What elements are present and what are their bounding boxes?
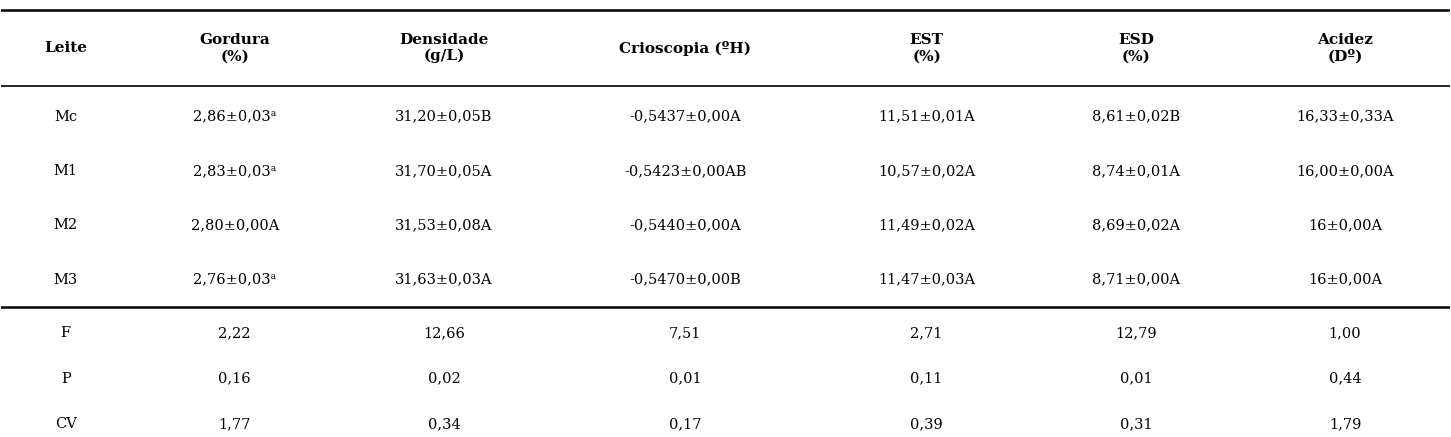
Text: 0,01: 0,01 <box>669 371 702 385</box>
Text: F: F <box>61 326 71 340</box>
Text: 1,77: 1,77 <box>219 417 251 431</box>
Text: 11,49±0,02A: 11,49±0,02A <box>878 218 975 232</box>
Text: 10,57±0,02A: 10,57±0,02A <box>878 164 975 178</box>
Text: 31,70±0,05A: 31,70±0,05A <box>395 164 492 178</box>
Text: -0,5440±0,00A: -0,5440±0,00A <box>630 218 741 232</box>
Text: 0,11: 0,11 <box>910 371 943 385</box>
Text: 11,47±0,03A: 11,47±0,03A <box>878 273 975 287</box>
Text: 0,16: 0,16 <box>219 371 251 385</box>
Text: 16,00±0,00A: 16,00±0,00A <box>1296 164 1394 178</box>
Text: M1: M1 <box>54 164 78 178</box>
Text: 0,02: 0,02 <box>428 371 460 385</box>
Text: 8,74±0,01A: 8,74±0,01A <box>1091 164 1180 178</box>
Text: 31,53±0,08A: 31,53±0,08A <box>395 218 493 232</box>
Text: 0,17: 0,17 <box>669 417 701 431</box>
Text: 31,20±0,05B: 31,20±0,05B <box>395 110 492 124</box>
Text: 12,79: 12,79 <box>1114 326 1156 340</box>
Text: 16±0,00A: 16±0,00A <box>1307 218 1383 232</box>
Text: EST
(%): EST (%) <box>910 33 943 63</box>
Text: ESD
(%): ESD (%) <box>1117 33 1154 63</box>
Text: 8,71±0,00A: 8,71±0,00A <box>1091 273 1180 287</box>
Text: Mc: Mc <box>54 110 77 124</box>
Text: M3: M3 <box>54 273 78 287</box>
Text: 7,51: 7,51 <box>669 326 701 340</box>
Text: -0,5437±0,00A: -0,5437±0,00A <box>630 110 741 124</box>
Text: Leite: Leite <box>44 41 87 55</box>
Text: 2,71: 2,71 <box>910 326 943 340</box>
Text: Gordura
(%): Gordura (%) <box>199 33 270 63</box>
Text: 0,44: 0,44 <box>1329 371 1361 385</box>
Text: 1,00: 1,00 <box>1329 326 1361 340</box>
Text: 11,51±0,01A: 11,51±0,01A <box>878 110 975 124</box>
Text: 2,83±0,03ᵃ: 2,83±0,03ᵃ <box>193 164 276 178</box>
Text: Crioscopia (ºH): Crioscopia (ºH) <box>620 41 752 55</box>
Text: 16,33±0,33A: 16,33±0,33A <box>1296 110 1394 124</box>
Text: 31,63±0,03A: 31,63±0,03A <box>395 273 493 287</box>
Text: Densidade
(g/L): Densidade (g/L) <box>399 33 489 63</box>
Text: CV: CV <box>55 417 77 431</box>
Text: 0,01: 0,01 <box>1120 371 1152 385</box>
Text: M2: M2 <box>54 218 78 232</box>
Text: 0,31: 0,31 <box>1120 417 1152 431</box>
Text: 2,22: 2,22 <box>219 326 251 340</box>
Text: P: P <box>61 371 71 385</box>
Text: -0,5423±0,00AB: -0,5423±0,00AB <box>624 164 746 178</box>
Text: 8,61±0,02B: 8,61±0,02B <box>1091 110 1180 124</box>
Text: 0,34: 0,34 <box>428 417 460 431</box>
Text: 2,80±0,00A: 2,80±0,00A <box>190 218 279 232</box>
Text: 12,66: 12,66 <box>422 326 464 340</box>
Text: 1,79: 1,79 <box>1329 417 1361 431</box>
Text: 2,76±0,03ᵃ: 2,76±0,03ᵃ <box>193 273 276 287</box>
Text: Acidez
(Dº): Acidez (Dº) <box>1318 33 1373 63</box>
Text: -0,5470±0,00B: -0,5470±0,00B <box>630 273 741 287</box>
Text: 2,86±0,03ᵃ: 2,86±0,03ᵃ <box>193 110 276 124</box>
Text: 0,39: 0,39 <box>910 417 943 431</box>
Text: 16±0,00A: 16±0,00A <box>1307 273 1383 287</box>
Text: 8,69±0,02A: 8,69±0,02A <box>1091 218 1180 232</box>
